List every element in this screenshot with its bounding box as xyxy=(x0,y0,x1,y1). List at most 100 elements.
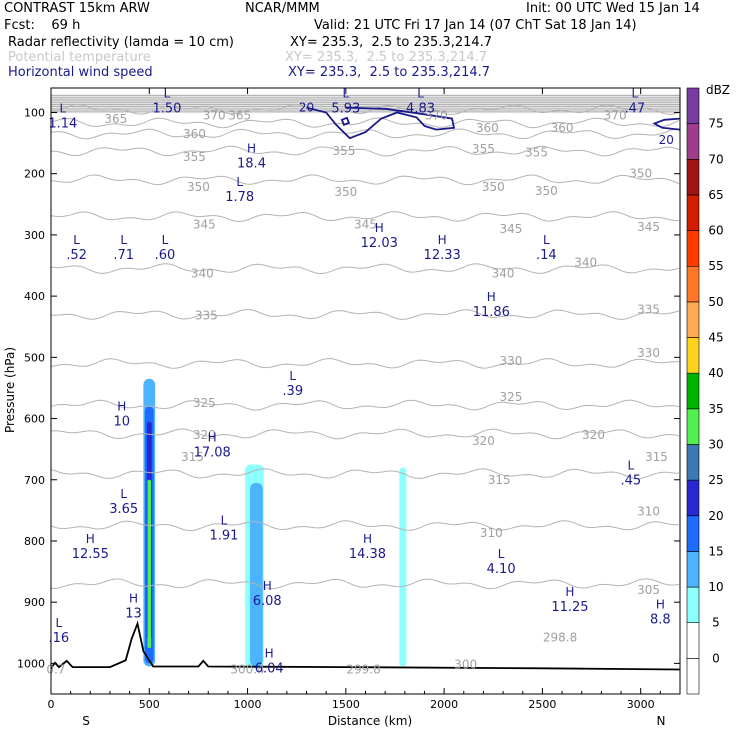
field-reflectivity-name: Radar reflectivity (lamda = 10 cm) xyxy=(8,35,234,50)
theta-contour-345 xyxy=(51,211,680,223)
colorbar-label-70: 70 xyxy=(708,152,723,166)
y-tick-label-500: 500 xyxy=(24,351,45,364)
wind-extremum-letter-23: H xyxy=(263,579,272,593)
wind-extremum-value-17: .45 xyxy=(621,473,642,488)
x-tick-label-2500: 2500 xyxy=(528,698,556,711)
x-tick-label-3000: 3000 xyxy=(627,698,655,711)
colorbar-swatch-0 xyxy=(686,658,700,695)
theta-label-1: 365 xyxy=(228,109,251,123)
field-wind-name: Horizontal wind speed xyxy=(8,65,153,80)
wind-extremum-letter-26: H xyxy=(656,597,665,611)
wind-extremum-value-2: 5.93 xyxy=(331,101,360,116)
theta-label-7: 360 xyxy=(551,121,574,135)
colorbar-swatch-3 xyxy=(686,551,700,588)
wind-extremum-letter-27: L xyxy=(56,616,63,630)
theta-label-9: 355 xyxy=(332,144,355,158)
x-axis-label: Distance (km) xyxy=(328,714,412,728)
wind-extremum-value-1: 1.50 xyxy=(152,101,181,116)
colorbar-swatch-7 xyxy=(686,408,700,445)
theta-label-5: 360 xyxy=(183,127,206,141)
wind-extremum-letter-8: H xyxy=(438,233,447,247)
colorbar-swatch-16 xyxy=(686,87,700,124)
theta-label-38: 305 xyxy=(637,583,660,597)
theta-label-2: 370 xyxy=(203,109,226,123)
wind-extremum-letter-25: H xyxy=(129,591,138,605)
theta-label-15: 350 xyxy=(535,184,558,198)
x-tick-label-1000: 1000 xyxy=(234,698,262,711)
theta-label-24: 335 xyxy=(195,309,218,323)
wind-extremum-value-20: 12.55 xyxy=(72,547,109,562)
theta-contour-310 xyxy=(51,520,679,532)
wind-extremum-value-10: .52 xyxy=(66,248,87,263)
field-reflectivity-xy: XY= 235.3, 2.5 to 235.3,214.7 xyxy=(290,35,493,50)
theta-contour-360 xyxy=(51,128,680,140)
theta-label-16: 350 xyxy=(629,167,652,181)
wind-extremum-value-18: 3.65 xyxy=(109,502,138,517)
colorbar-swatch-8 xyxy=(686,372,700,410)
theta-label-42: 299.8 xyxy=(346,663,380,677)
wind-extremum-value-27: .16 xyxy=(49,631,70,646)
wind-extremum-value-19: 1.91 xyxy=(209,529,238,544)
terrain-layer xyxy=(51,620,680,671)
x-tick-label-0: 0 xyxy=(48,698,55,711)
colorbar-label-40: 40 xyxy=(708,366,723,380)
wind-extremum-value-8: 12.33 xyxy=(424,248,461,263)
wind-contour-20-right xyxy=(652,117,680,131)
theta-contour-330 xyxy=(51,357,680,369)
init-time: Init: 00 UTC Wed 15 Jan 14 xyxy=(526,1,700,16)
colorbar-swatch-14 xyxy=(686,158,700,196)
field-wind-xy: XY= 235.3, 2.5 to 235.3,214.7 xyxy=(288,65,491,80)
wind-extremum-value-26: 8.8 xyxy=(650,612,671,627)
wind-extremum-value-12: .60 xyxy=(155,248,176,263)
colorbar-label-35: 35 xyxy=(708,402,723,416)
colorbar-swatch-6 xyxy=(686,444,700,481)
field-theta-name: Potential temperature xyxy=(8,50,151,65)
terrain-line xyxy=(51,620,680,671)
colorbar-label-65: 65 xyxy=(708,188,723,202)
wind-extremum-letter-6: L xyxy=(236,175,243,189)
institution-label: NCAR/MMM xyxy=(245,1,320,16)
colorbar-label-0: 0 xyxy=(712,651,720,665)
theta-label-28: 325 xyxy=(193,396,216,410)
wind-extremum-letter-11: L xyxy=(120,233,127,247)
wind-extremum-letter-14: L xyxy=(289,369,296,383)
wind-extremum-value-0: 1.14 xyxy=(48,117,77,132)
wind-extremum-value-11: .71 xyxy=(113,248,134,263)
wind-extremum-letter-0: L xyxy=(59,102,66,116)
colorbar-label-20: 20 xyxy=(708,509,723,523)
x-tick-label-500: 500 xyxy=(139,698,160,711)
y-tick-label-300: 300 xyxy=(24,229,45,242)
forecast-hour: Fcst: 69 h xyxy=(4,18,81,33)
axes: 0 500 1000 1500 2000 2500 3000 100 200 300 400 500 6… xyxy=(17,88,680,711)
colorbar-label-45: 45 xyxy=(708,331,723,345)
wind-extremum-value-4: .47 xyxy=(624,101,645,116)
colorbar-swatch-12 xyxy=(686,230,700,267)
theta-label-11: 355 xyxy=(525,145,548,159)
colorbar-label-50: 50 xyxy=(708,295,723,309)
wind-extremum-letter-16: H xyxy=(208,430,217,444)
theta-contour-365 xyxy=(51,117,680,129)
field-theta-xy: XY= 235.3, 2.5 to 235.3,214.7 xyxy=(285,50,488,65)
theta-label-18: 345 xyxy=(354,218,377,232)
colorbar-label-15: 15 xyxy=(708,544,723,558)
wind-contour-20-jet xyxy=(306,106,456,140)
wind-extremum-value-16: 17.08 xyxy=(194,445,231,460)
theta-label-13: 350 xyxy=(334,185,357,199)
valid-time: Valid: 21 UTC Fri 17 Jan 14 (07 ChT Sat … xyxy=(314,18,637,33)
wind-extremum-value-7: 12.03 xyxy=(361,236,398,251)
wind-extremum-letter-15: H xyxy=(117,400,126,414)
theta-label-3: 370 xyxy=(425,109,448,123)
theta-label-29: 325 xyxy=(500,390,523,404)
reflectivity-cell-5 xyxy=(250,482,263,667)
theta-label-8: 355 xyxy=(183,150,206,164)
theta-label-36: 310 xyxy=(480,526,503,540)
theta-label-4: 370 xyxy=(604,109,627,123)
upper-theta-band xyxy=(51,94,680,113)
theta-contour-340 xyxy=(51,263,680,274)
theta-label-32: 320 xyxy=(582,428,605,442)
wind-extremum-letter-4: L xyxy=(631,86,638,100)
theta-label-12: 350 xyxy=(187,180,210,194)
wind-extremum-letter-1: L xyxy=(164,86,171,100)
wind-extremum-letter-21: H xyxy=(363,532,372,546)
